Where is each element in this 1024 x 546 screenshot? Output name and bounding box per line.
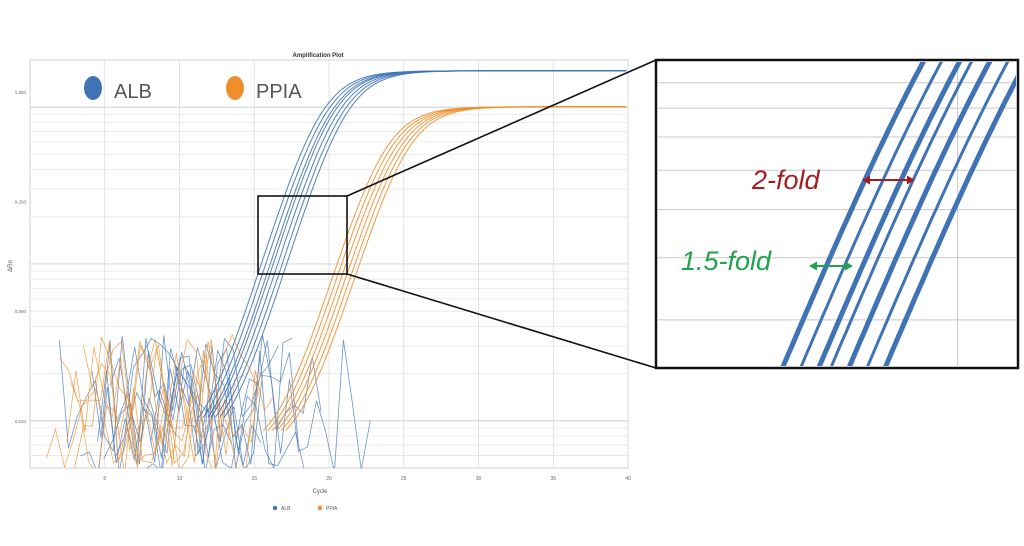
x-tick-label: 35	[550, 476, 556, 482]
legend-alb-marker	[84, 76, 102, 100]
annotation-2-fold-label: 2-fold	[751, 165, 821, 195]
legend-bottom-alb-label: ALB	[281, 506, 291, 512]
x-tick-label: 25	[401, 476, 407, 482]
x-axis-label: Cycle	[312, 489, 328, 495]
legend-ppia-marker	[226, 76, 244, 100]
x-tick-label: 40	[625, 476, 631, 482]
y-tick-label: 0.250	[15, 200, 27, 205]
legend-bottom-ppia-label: PPIA	[326, 506, 338, 512]
legend-bottom-alb-marker	[273, 506, 277, 510]
annotation-1-5-fold-label: 1.5-fold	[681, 246, 772, 276]
x-tick-label: 20	[326, 476, 332, 482]
chart-title: Amplification Plot	[293, 53, 344, 59]
legend-bottom-ppia-marker	[318, 506, 322, 510]
y-tick-label: 0.010	[15, 419, 27, 424]
y-axis-label: ΔRn	[8, 260, 14, 272]
x-tick-label: 10	[177, 476, 183, 482]
x-tick-label: 5	[103, 476, 106, 482]
x-tick-label: 30	[476, 476, 482, 482]
legend-ppia-label: PPIA	[256, 81, 302, 103]
legend-bottom: ALB PPIA	[273, 506, 338, 512]
y-tick-labels: 0.010 0.050 0.250 1.250	[15, 90, 27, 424]
legend-alb-label: ALB	[114, 81, 152, 103]
y-tick-label: 0.050	[15, 309, 27, 314]
x-tick-label: 15	[251, 476, 257, 482]
x-tick-labels: 5 10 15 20 25 30 35 40	[103, 476, 631, 482]
y-tick-label: 1.250	[15, 90, 27, 95]
